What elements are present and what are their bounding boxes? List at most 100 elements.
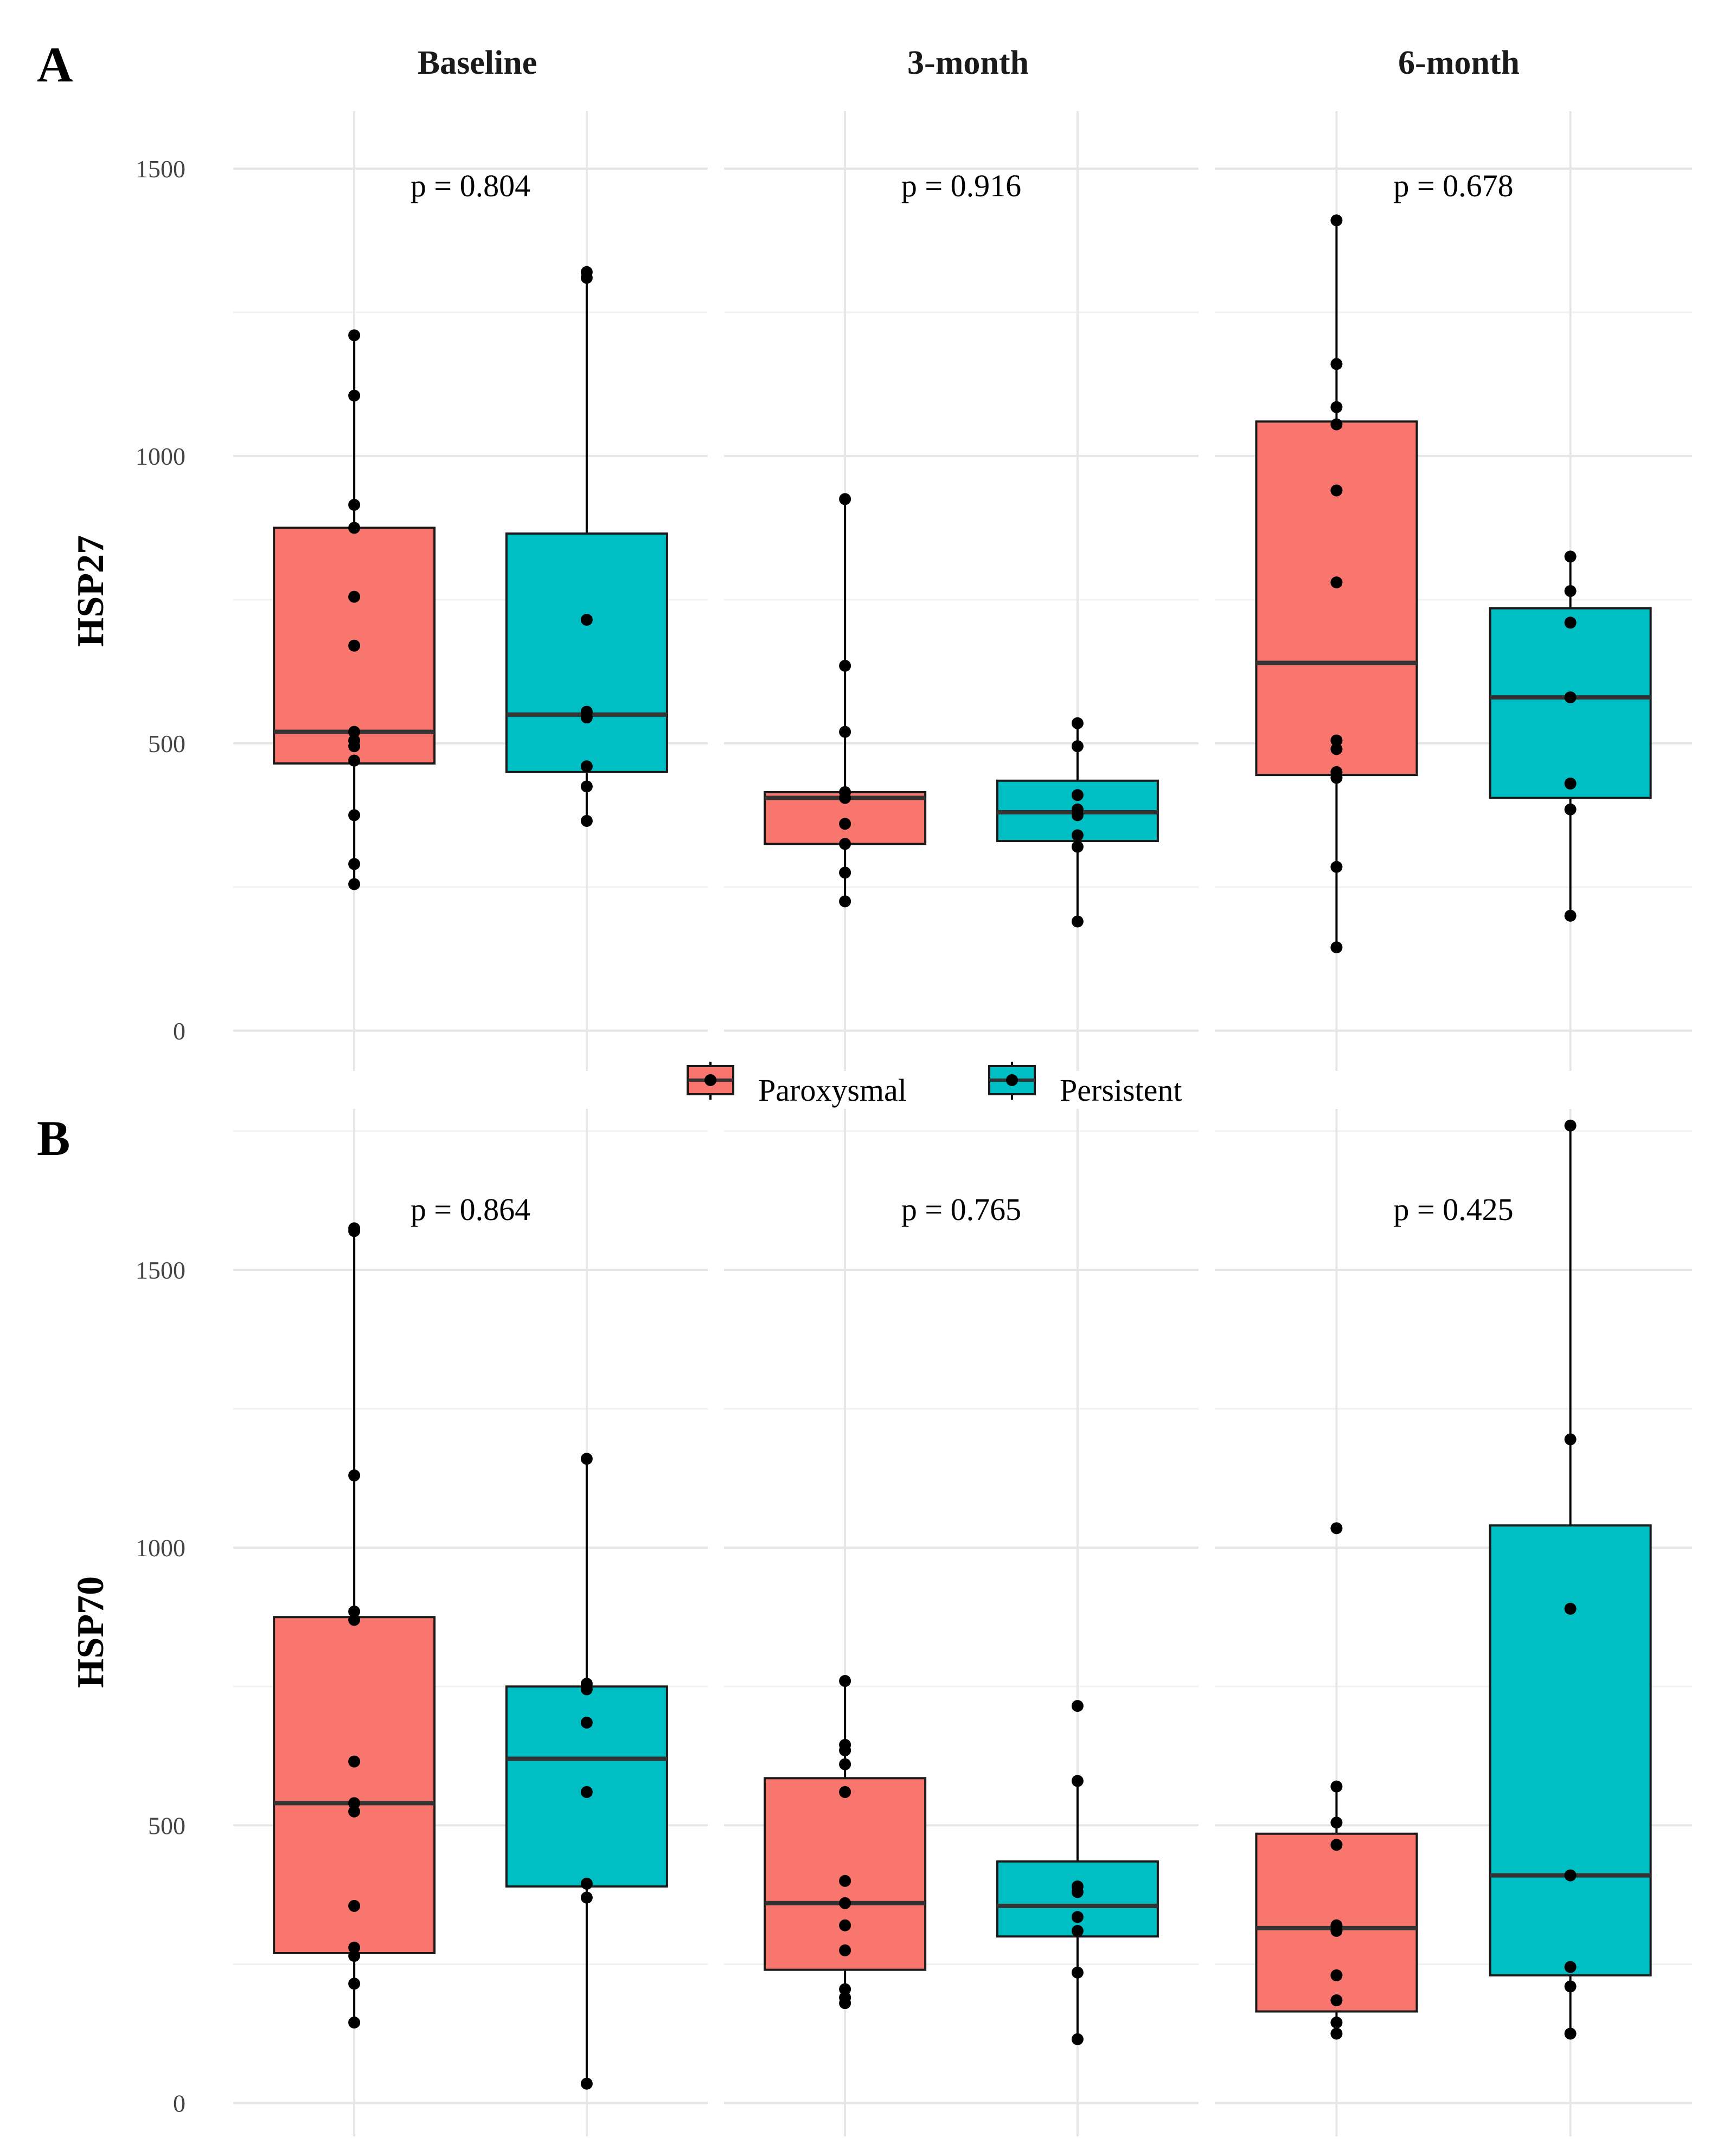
panel-b-6-month-paroxysmal-point [1330, 1919, 1343, 1931]
panel-b-6-month-persistent-point [1564, 1433, 1577, 1446]
panel-b-plot: 0 500 1000 1500 p = 0.864 p = 0.765 p = 0.425 [136, 1109, 1692, 2136]
panel-b-3-month-persistent-box [996, 1860, 1159, 1938]
panel-b-baseline-paroxysmal-point [348, 1614, 361, 1626]
panel-b-3-month-paroxysmal-point [839, 1919, 851, 1931]
panel-b-3-month-paroxysmal-point [839, 1875, 851, 1887]
panel-a-6-month-paroxysmal-point [1330, 576, 1343, 589]
panel-a-3-month-persistent-point [1071, 789, 1084, 801]
panel-b-3-month-p-value: p = 0.765 [901, 1192, 1021, 1227]
panel-a-3-month-persistent-point [1071, 717, 1084, 729]
panel-a-6-month-paroxysmal-point [1330, 418, 1343, 431]
panel-a-baseline-paroxysmal-point [348, 522, 361, 534]
panel-a-y-tick-1000: 1000 [136, 442, 185, 470]
panel-b-6-month-facet: p = 0.425 [1215, 1109, 1692, 2136]
panel-a-baseline-paroxysmal-point [348, 809, 361, 821]
panel-b-6-month-p-value: p = 0.425 [1393, 1192, 1513, 1227]
panel-a-baseline-paroxysmal-point [348, 734, 361, 747]
panel-a-6-month-paroxysmal-point [1330, 743, 1343, 755]
legend-label-paroxysmal: Paroxysmal [758, 1073, 907, 1108]
panel-a-6-month-paroxysmal-point [1330, 401, 1343, 413]
legend-key-persistent-dot [1006, 1074, 1018, 1086]
y-axis-title-hsp70: HSP70 [70, 1576, 112, 1688]
panel-b-baseline-persistent-point [580, 1678, 593, 1690]
panel-b-6-month-persistent-point [1564, 1869, 1577, 1882]
facet-title-6-month: 6-month [1398, 44, 1520, 81]
panel-a-baseline-paroxysmal-point [348, 639, 361, 652]
panel-b-3-month-paroxysmal-point [839, 1983, 851, 1995]
panel-b-6-month-persistent-point [1564, 1119, 1577, 1132]
panel-a-plot: 0 500 1000 1500 p = 0.804 p = 0.916 p = 0.678 [136, 111, 1692, 1071]
panel-a-3-month-persistent-box-group [996, 717, 1159, 928]
panel-a-baseline-persistent-point [580, 814, 593, 827]
panel-b-3-month-persistent-point [1071, 1925, 1084, 1937]
panel-b-3-month-paroxysmal-point [839, 1897, 851, 1909]
panel-b-baseline-paroxysmal-point [348, 1950, 361, 1962]
panel-a-3-month-paroxysmal-point [839, 866, 851, 879]
panel-b-6-month-persistent-point [1564, 2027, 1577, 2040]
panel-b-baseline-persistent-point [580, 1786, 593, 1798]
legend-label-persistent: Persistent [1060, 1073, 1182, 1108]
legend-key-persistent [988, 1062, 1036, 1100]
panel-b-6-month-paroxysmal-point [1330, 1839, 1343, 1851]
panel-b-baseline-persistent-point [580, 1716, 593, 1729]
panel-a-6-month-paroxysmal-point [1330, 214, 1343, 227]
panel-a-y-tick-500: 500 [148, 730, 185, 758]
panel-a-baseline-paroxysmal-point [348, 754, 361, 767]
panel-b-3-month-paroxysmal-point [839, 1738, 851, 1751]
panel-a-baseline-persistent-box [505, 532, 668, 773]
panel-a-6-month-p-value: p = 0.678 [1393, 168, 1513, 203]
panel-b-3-month-paroxysmal-box-group [764, 1675, 927, 2010]
panel-a-3-month-paroxysmal-point [839, 659, 851, 672]
panel-b-baseline-paroxysmal-point [348, 1899, 361, 1912]
panel-b-6-month-paroxysmal-box-group [1255, 1522, 1418, 2040]
panel-b-y-tick-500: 500 [148, 1812, 185, 1839]
panel-b-3-month-paroxysmal-box [764, 1777, 927, 1971]
panel-b-baseline-paroxysmal-point [348, 1469, 361, 1482]
panel-a-y-tick-0: 0 [173, 1017, 185, 1045]
panel-a-baseline-paroxysmal-point [348, 878, 361, 890]
panel-a-3-month-persistent-point [1071, 829, 1084, 842]
panel-b-6-month-persistent-box-group [1489, 1119, 1652, 2040]
panel-a-3-month-paroxysmal-point [839, 838, 851, 850]
panel-a-baseline-persistent-box-group [505, 266, 668, 827]
panel-a-6-month-persistent-point [1564, 585, 1577, 597]
panel-a-baseline-persistent-point [580, 780, 593, 793]
panel-b-baseline-paroxysmal-point [348, 1805, 361, 1818]
panel-a-baseline-paroxysmal-point [348, 858, 361, 870]
panel-b-baseline-persistent-point [580, 2077, 593, 2090]
panel-a-6-month-paroxysmal-box [1255, 420, 1418, 776]
panel-a-baseline-persistent-point [580, 705, 593, 718]
panel-b-3-month-persistent-point [1071, 1966, 1084, 1979]
panel-a-3-month-paroxysmal-point [839, 726, 851, 738]
facet-title-baseline: Baseline [418, 44, 537, 81]
panel-b-3-month-persistent-point [1071, 1911, 1084, 1923]
panel-b-6-month-persistent-box [1489, 1524, 1652, 1976]
panel-a-6-month-facet: p = 0.678 [1215, 111, 1692, 1071]
panel-b-baseline-paroxysmal-point [348, 1755, 361, 1768]
panel-b-baseline-paroxysmal-point [348, 1797, 361, 1809]
panel-a-baseline-paroxysmal-box-group [273, 329, 436, 890]
panel-a-3-month-paroxysmal-point [839, 895, 851, 908]
panel-a-6-month-paroxysmal-point [1330, 766, 1343, 778]
panel-a-3-month-paroxysmal-point [839, 786, 851, 798]
panel-a-3-month-persistent-point [1071, 840, 1084, 853]
panel-b-6-month-paroxysmal-point [1330, 1969, 1343, 1981]
panel-b-3-month-persistent-point [1071, 1775, 1084, 1787]
panel-b-3-month-paroxysmal-point [839, 1758, 851, 1770]
panel-a-6-month-paroxysmal-point [1330, 861, 1343, 873]
panel-a-letter: A [37, 37, 73, 92]
legend: Paroxysmal Persistent [687, 1062, 1182, 1108]
panel-b-baseline-persistent-point [580, 1891, 593, 1904]
panel-b-6-month-paroxysmal-point [1330, 1522, 1343, 1535]
panel-b-3-month-persistent-point [1071, 1700, 1084, 1712]
panel-a-6-month-paroxysmal-point [1330, 941, 1343, 954]
panel-a-baseline-persistent-point [580, 613, 593, 626]
panel-a-baseline-paroxysmal-point [348, 726, 361, 738]
panel-b-6-month-paroxysmal-point [1330, 1816, 1343, 1829]
panel-a-baseline-persistent-point [580, 266, 593, 278]
panel-a-6-month-persistent-point [1564, 909, 1577, 922]
panel-b-y-tick-1000: 1000 [136, 1534, 185, 1562]
panel-a-3-month-paroxysmal-point [839, 493, 851, 505]
panel-a-6-month-persistent-point [1564, 550, 1577, 563]
